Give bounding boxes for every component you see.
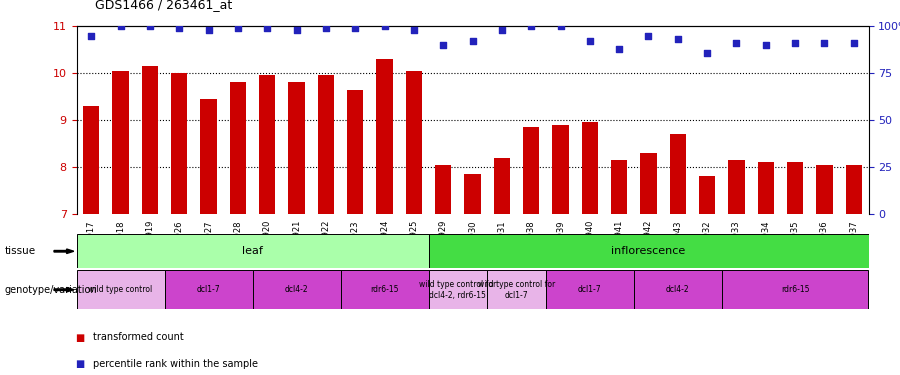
Text: percentile rank within the sample: percentile rank within the sample (93, 359, 257, 369)
Bar (494, 158, 510, 214)
Text: wild type control: wild type control (88, 285, 153, 294)
Point (289, 27, 303, 33)
Text: dcl1-7: dcl1-7 (197, 285, 220, 294)
Point (700, 50, 715, 55)
Point (142, 23, 157, 29)
Point (582, 38, 597, 44)
Bar (83, 106, 99, 214)
Bar (435, 165, 451, 214)
Text: GDS1466 / 263461_at: GDS1466 / 263461_at (94, 0, 232, 11)
Bar (728, 160, 744, 214)
Point (788, 40, 803, 46)
Bar (758, 162, 774, 214)
Point (729, 40, 743, 46)
Bar (230, 82, 246, 214)
Text: wild type control for
dcl1-7: wild type control for dcl1-7 (478, 280, 555, 300)
Bar (428, 270, 487, 309)
Point (817, 40, 832, 46)
Bar (76, 234, 428, 268)
Point (202, 27, 216, 33)
Point (230, 25, 245, 31)
Bar (641, 153, 657, 214)
Bar (142, 66, 157, 214)
Bar (670, 134, 686, 214)
Point (319, 25, 333, 31)
Bar (259, 75, 275, 214)
Text: dcl4-2: dcl4-2 (666, 285, 689, 294)
Point (642, 33, 656, 39)
Bar (201, 99, 217, 214)
Bar (634, 270, 722, 309)
Text: leaf: leaf (242, 246, 263, 256)
Bar (76, 270, 165, 309)
Bar (428, 234, 868, 268)
Text: rdr6-15: rdr6-15 (370, 285, 399, 294)
Point (554, 23, 568, 29)
Bar (171, 73, 187, 214)
Text: ■: ■ (76, 359, 89, 369)
Text: rdr6-15: rdr6-15 (781, 285, 809, 294)
Bar (165, 270, 253, 309)
Bar (523, 127, 539, 214)
Bar (487, 270, 545, 309)
Point (465, 38, 480, 44)
Point (407, 27, 421, 33)
Text: ■: ■ (76, 333, 89, 342)
Bar (581, 122, 598, 214)
Bar (545, 270, 634, 309)
Point (670, 36, 685, 42)
Bar (340, 270, 428, 309)
Text: tissue: tissue (4, 246, 36, 256)
Point (84, 33, 98, 39)
Bar (464, 174, 481, 214)
Bar (376, 59, 392, 214)
Bar (722, 270, 868, 309)
Point (524, 23, 538, 29)
Bar (347, 90, 364, 214)
Text: dcl1-7: dcl1-7 (578, 285, 601, 294)
Point (260, 25, 274, 31)
Bar (699, 176, 716, 214)
Bar (611, 160, 627, 214)
Text: transformed count: transformed count (93, 333, 184, 342)
Bar (816, 165, 833, 214)
Bar (406, 71, 422, 214)
Text: wild type control for
dcl4-2, rdr6-15: wild type control for dcl4-2, rdr6-15 (419, 280, 497, 300)
Bar (788, 162, 803, 214)
Bar (553, 124, 569, 214)
Bar (112, 71, 129, 214)
Point (113, 23, 128, 29)
Point (348, 25, 363, 31)
Text: genotype/variation: genotype/variation (4, 285, 97, 295)
Point (612, 46, 626, 52)
Bar (318, 75, 334, 214)
Text: dcl4-2: dcl4-2 (284, 285, 309, 294)
Point (495, 27, 509, 33)
Bar (846, 165, 862, 214)
Point (172, 25, 186, 31)
Text: inflorescence: inflorescence (611, 246, 686, 256)
Point (759, 42, 773, 48)
Bar (253, 270, 340, 309)
Point (377, 23, 392, 29)
Point (847, 40, 861, 46)
Bar (288, 82, 304, 214)
Point (436, 42, 450, 48)
